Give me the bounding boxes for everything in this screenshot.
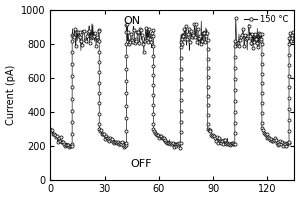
Y-axis label: Current (pA): Current (pA) [6,64,16,125]
Text: OFF: OFF [130,159,152,169]
Legend: 150 °C: 150 °C [243,14,290,26]
Text: ON: ON [123,16,140,26]
